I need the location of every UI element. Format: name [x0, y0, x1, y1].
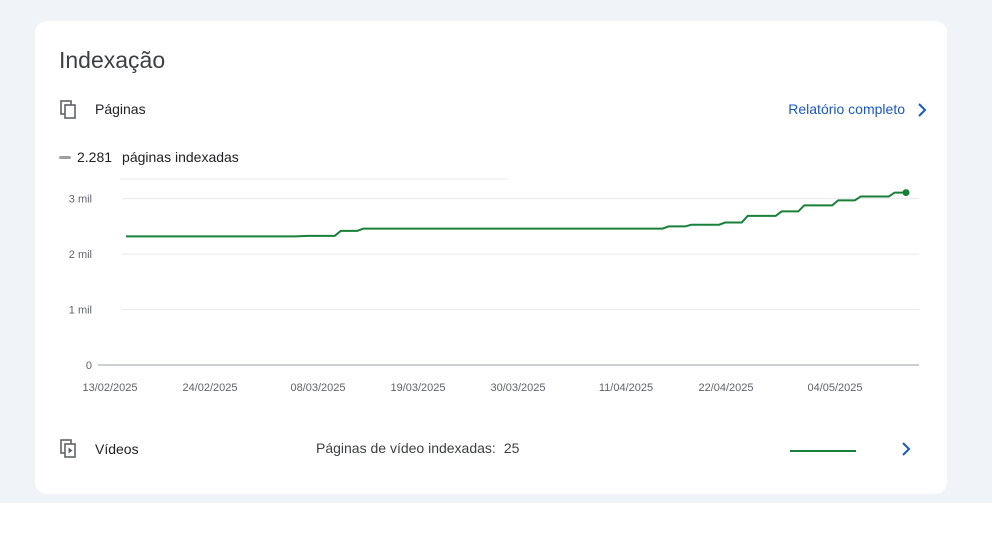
full-report-link[interactable]: Relatório completo — [788, 101, 905, 117]
chevron-right-icon[interactable] — [915, 102, 929, 118]
indexing-card: Indexação Páginas Relatório completo 2.2… — [35, 21, 947, 494]
video-pages-label: Páginas de vídeo indexadas: — [316, 440, 496, 456]
legend-label: páginas indexadas — [122, 149, 239, 165]
videos-label: Vídeos — [95, 441, 139, 457]
video-pages-icon — [60, 439, 76, 458]
video-pages-summary: Páginas de vídeo indexadas: 25 — [316, 440, 519, 456]
videos-chevron-right-icon[interactable] — [899, 440, 913, 458]
copy-pages-icon — [60, 100, 76, 119]
pages-label: Páginas — [95, 101, 146, 117]
card-title: Indexação — [59, 47, 166, 73]
legend-value: 2.281 — [77, 149, 113, 165]
videos-sparkline — [790, 450, 856, 452]
chart-legend[interactable]: 2.281 páginas indexadas — [59, 149, 239, 165]
legend-swatch — [59, 155, 71, 159]
video-pages-count: 25 — [503, 440, 520, 456]
